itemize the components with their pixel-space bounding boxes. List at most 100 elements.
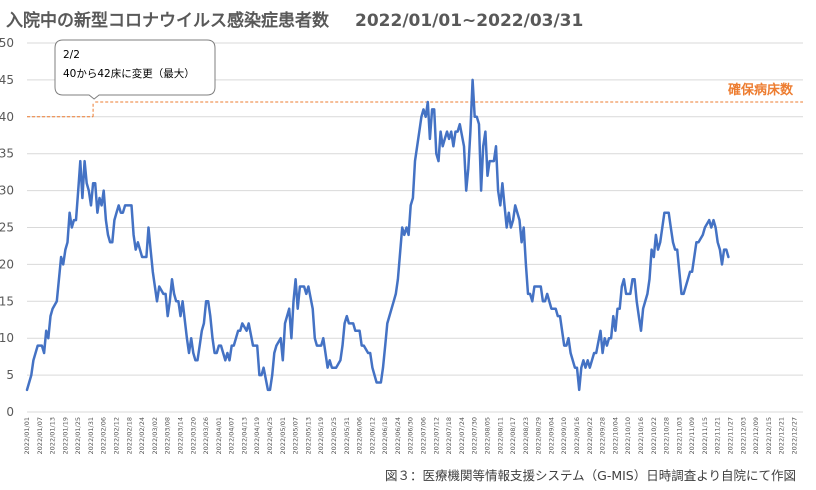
data-point [117, 204, 120, 207]
data-point [482, 145, 485, 148]
data-point [68, 211, 71, 214]
data-point [640, 330, 642, 332]
data-point [303, 285, 305, 288]
data-point [614, 330, 617, 332]
data-point [584, 366, 587, 369]
x-tick-label: 2022/02/06 [100, 417, 108, 454]
x-tick-label: 2022/08/11 [496, 417, 504, 454]
x-tick-label: 2022/03/14 [176, 417, 184, 454]
data-point [424, 116, 427, 118]
data-point [621, 285, 623, 288]
data-point [81, 197, 84, 199]
data-point [493, 160, 495, 162]
x-tick-label: 2022/10/10 [624, 417, 632, 454]
x-tick-label: 2022/10/04 [611, 417, 619, 454]
data-point [695, 241, 698, 244]
data-point [358, 330, 361, 332]
data-point [348, 322, 350, 325]
data-point [495, 145, 497, 148]
data-point [606, 344, 608, 347]
x-tick-label: 2022/05/07 [292, 417, 300, 454]
data-point [371, 366, 374, 369]
data-point [490, 160, 493, 162]
data-point [354, 330, 357, 332]
data-point [554, 307, 557, 310]
data-point [322, 337, 325, 340]
data-point [307, 285, 310, 288]
data-point [137, 241, 139, 244]
data-point [341, 344, 344, 347]
x-tick-label: 2022/12/27 [790, 417, 798, 454]
x-tick-label: 2022/09/22 [586, 417, 594, 454]
data-point [173, 293, 175, 295]
data-point [392, 300, 395, 303]
data-point [194, 359, 197, 362]
data-point [122, 211, 124, 214]
data-point [497, 189, 499, 192]
data-point [213, 352, 216, 354]
data-point [378, 381, 380, 384]
data-point [241, 322, 244, 325]
data-point [674, 248, 676, 251]
data-point [435, 152, 438, 155]
data-point [721, 263, 723, 266]
data-point [456, 130, 459, 133]
x-tick-label: 2022/04/01 [215, 417, 223, 454]
x-tick-label: 2022/01/31 [87, 417, 95, 454]
data-point [179, 315, 182, 317]
data-point [544, 300, 546, 303]
data-point [360, 344, 363, 347]
data-point [43, 352, 45, 354]
data-point [120, 211, 122, 214]
x-tick-label: 2022/10/28 [663, 417, 671, 454]
data-point [697, 241, 700, 244]
data-point [156, 300, 158, 303]
data-point [352, 322, 355, 325]
data-point [305, 293, 308, 295]
data-point [518, 219, 521, 221]
data-point [90, 204, 92, 207]
data-point [503, 204, 506, 207]
data-point [109, 241, 111, 244]
data-point [405, 226, 408, 229]
data-point [689, 271, 691, 273]
x-tick-label: 2022/04/07 [228, 417, 236, 454]
chart-title-text: 入院中の新型コロナウイルス感染症患者数 [6, 11, 329, 31]
x-tick-label: 2022/02/12 [113, 417, 121, 454]
callout-line-2: 40から42床に変更（最大） [63, 67, 195, 80]
data-point [433, 108, 436, 111]
data-point [603, 337, 606, 340]
data-point [339, 359, 342, 362]
data-point [115, 211, 118, 214]
data-point [245, 330, 248, 332]
data-point [373, 374, 376, 376]
data-point [311, 307, 314, 310]
data-point [659, 241, 661, 244]
data-point [230, 344, 233, 347]
data-point [100, 204, 103, 207]
data-point [631, 278, 634, 281]
data-point [520, 241, 523, 244]
data-point [205, 300, 207, 303]
data-point [292, 300, 295, 303]
data-point [162, 293, 165, 295]
data-point [595, 352, 597, 354]
data-point [484, 130, 487, 133]
data-point [239, 330, 241, 332]
callout-bubble [54, 39, 216, 100]
y-tick-label: 45 [0, 73, 14, 87]
x-tick-label: 2022/07/30 [471, 417, 479, 454]
data-point [320, 344, 323, 347]
data-point [414, 160, 416, 162]
data-point [152, 271, 154, 273]
data-point [431, 108, 433, 111]
data-point [203, 322, 205, 325]
data-point [499, 204, 502, 207]
data-point [256, 344, 259, 347]
x-tick-label: 2022/10/22 [650, 417, 658, 454]
data-point [633, 278, 636, 281]
x-tick-label: 2022/07/24 [458, 417, 466, 454]
data-point [316, 344, 318, 347]
x-tick-label: 2022/06/18 [381, 417, 389, 454]
data-point [448, 138, 450, 140]
